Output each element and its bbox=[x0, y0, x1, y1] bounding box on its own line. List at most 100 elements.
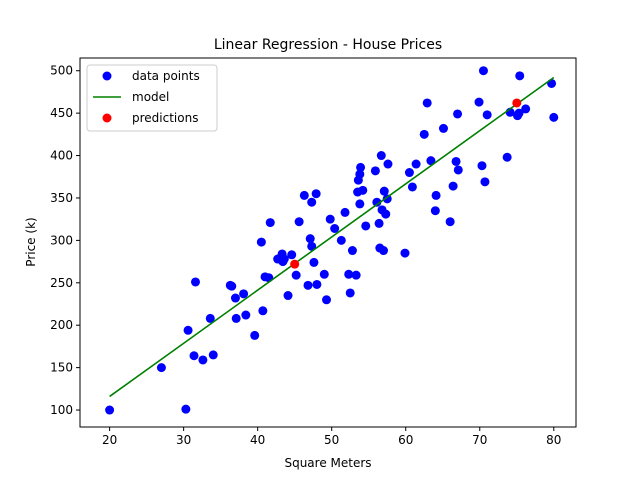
data-point bbox=[344, 269, 354, 279]
y-tick-label: 300 bbox=[50, 233, 73, 247]
data-point bbox=[336, 235, 346, 245]
data-point bbox=[400, 248, 410, 258]
model-line bbox=[109, 76, 555, 398]
data-point bbox=[407, 182, 417, 192]
data-point bbox=[231, 313, 241, 323]
legend-entry-model-label: model bbox=[132, 90, 169, 104]
data-point bbox=[181, 404, 191, 414]
data-point bbox=[227, 281, 237, 291]
data-point bbox=[383, 159, 393, 169]
chart-title: Linear Regression - House Prices bbox=[214, 37, 442, 53]
x-axis-label: Square Meters bbox=[284, 456, 371, 470]
series-group bbox=[105, 66, 559, 415]
data-point bbox=[283, 291, 293, 301]
x-tick-label: 50 bbox=[324, 433, 339, 447]
legend-entry-predictions-label: predictions bbox=[132, 111, 198, 125]
data-point bbox=[482, 110, 492, 120]
data-point bbox=[208, 350, 218, 360]
data-point bbox=[309, 257, 319, 267]
data-point bbox=[239, 289, 249, 299]
prediction-point bbox=[512, 98, 522, 108]
data-point bbox=[381, 209, 391, 219]
y-tick-label: 450 bbox=[50, 106, 73, 120]
data-point bbox=[474, 97, 484, 107]
data-point bbox=[330, 224, 340, 234]
data-point bbox=[325, 214, 335, 224]
x-tick-label: 40 bbox=[250, 433, 265, 447]
data-point bbox=[404, 168, 414, 178]
data-point bbox=[547, 78, 557, 88]
data-point bbox=[370, 166, 380, 176]
data-point bbox=[322, 295, 332, 305]
data-point bbox=[448, 181, 458, 191]
data-point bbox=[294, 217, 304, 227]
data-point bbox=[374, 218, 384, 228]
axes-frame bbox=[79, 57, 577, 428]
data-point bbox=[230, 293, 240, 303]
data-point bbox=[355, 199, 365, 209]
data-point bbox=[190, 277, 200, 287]
data-point bbox=[345, 288, 355, 298]
data-point bbox=[241, 310, 251, 320]
data-point bbox=[514, 108, 524, 118]
data-point bbox=[287, 250, 297, 260]
data-point bbox=[438, 123, 448, 133]
data-point bbox=[258, 306, 268, 316]
data-point bbox=[372, 197, 382, 207]
data-point bbox=[478, 66, 488, 76]
legend: data points model predictions bbox=[86, 64, 218, 132]
data-point bbox=[250, 330, 260, 340]
y-tick-label: 400 bbox=[50, 149, 73, 163]
data-point bbox=[411, 159, 421, 169]
data-point bbox=[453, 165, 463, 175]
data-point bbox=[319, 269, 329, 279]
data-point bbox=[198, 355, 208, 365]
y-tick-label: 250 bbox=[50, 276, 73, 290]
data-point bbox=[376, 151, 386, 161]
data-point bbox=[430, 206, 440, 216]
data-point bbox=[379, 186, 389, 196]
data-point bbox=[502, 152, 512, 162]
data-point bbox=[312, 279, 322, 289]
x-tick-label: 60 bbox=[398, 433, 413, 447]
data-point bbox=[347, 246, 357, 256]
data-point bbox=[307, 197, 317, 207]
data-point bbox=[549, 112, 559, 122]
data-point bbox=[361, 221, 371, 231]
data-point bbox=[340, 207, 350, 217]
data-point bbox=[299, 190, 309, 200]
y-tick-label: 500 bbox=[50, 64, 73, 78]
data-point bbox=[303, 280, 313, 290]
data-point bbox=[358, 185, 368, 195]
data-point bbox=[426, 156, 436, 166]
legend-entry-data-points-label: data points bbox=[132, 69, 200, 83]
data-point bbox=[205, 313, 215, 323]
legend-entry-predictions-marker bbox=[102, 113, 112, 123]
legend-entry-data-points-marker bbox=[102, 71, 112, 81]
data-point bbox=[422, 98, 432, 108]
data-point bbox=[105, 405, 115, 415]
data-point bbox=[189, 351, 199, 361]
data-point bbox=[419, 129, 429, 139]
data-point bbox=[256, 237, 266, 247]
data-point bbox=[279, 254, 289, 264]
x-tick-label: 70 bbox=[472, 433, 487, 447]
data-point bbox=[431, 190, 441, 200]
data-point bbox=[521, 104, 531, 114]
data-point bbox=[305, 234, 315, 244]
y-tick-label: 100 bbox=[50, 403, 73, 417]
y-tick-label: 350 bbox=[50, 191, 73, 205]
data-point bbox=[515, 71, 525, 81]
data-point bbox=[265, 218, 275, 228]
x-tick-label: 20 bbox=[102, 433, 117, 447]
x-tick-label: 80 bbox=[546, 433, 561, 447]
data-point bbox=[445, 217, 455, 227]
y-tick-label: 200 bbox=[50, 318, 73, 332]
data-point bbox=[379, 246, 389, 256]
data-point bbox=[355, 169, 365, 179]
data-point bbox=[451, 156, 461, 166]
data-point bbox=[480, 177, 490, 187]
data-point bbox=[183, 325, 193, 335]
y-axis-label: Price (k) bbox=[24, 217, 38, 266]
